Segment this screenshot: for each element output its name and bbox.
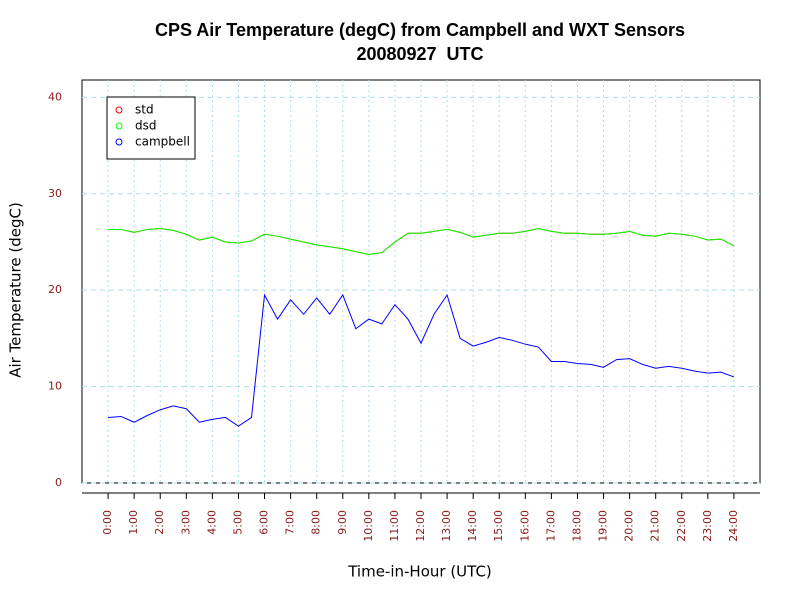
x-tick-label: 5:00: [231, 510, 244, 535]
y-tick-label: 0: [55, 476, 62, 489]
x-tick-label: 0:00: [101, 510, 114, 535]
legend-marker: [115, 106, 123, 114]
x-tick-label: 10:00: [362, 510, 375, 542]
x-tick-label: 14:00: [466, 510, 479, 542]
legend-label: dsd: [135, 119, 157, 133]
chart-subtitle: 20080927 UTC: [356, 44, 483, 64]
y-axis-label: Air Temperature (degC): [7, 202, 25, 378]
series-line: [108, 227, 735, 256]
y-tick-label: 40: [48, 90, 62, 103]
x-tick-label: 23:00: [701, 510, 714, 542]
x-tick-label: 8:00: [310, 510, 323, 535]
x-axis-label: Time-in-Hour (UTC): [347, 563, 492, 581]
x-tick-label: 1:00: [127, 510, 140, 535]
x-tick-label: 24:00: [727, 510, 740, 542]
y-tick-label: 10: [48, 380, 62, 393]
x-tick-label: 13:00: [440, 510, 453, 542]
x-tick-label: 11:00: [388, 510, 401, 542]
x-tick-label: 19:00: [597, 510, 610, 542]
x-tick-label: 2:00: [153, 510, 166, 535]
x-tick-label: 3:00: [179, 510, 192, 535]
x-tick-label: 18:00: [570, 510, 583, 542]
x-tick-label: 22:00: [675, 510, 688, 542]
x-tick-label: 15:00: [492, 510, 505, 542]
x-tick-label: 20:00: [623, 510, 636, 542]
y-tick-label: 20: [48, 283, 62, 296]
x-tick-label: 6:00: [258, 510, 271, 535]
legend-marker: [115, 122, 123, 130]
x-tick-label: 21:00: [649, 510, 662, 542]
x-tick-label: 12:00: [414, 510, 427, 542]
x-tick-label: 7:00: [284, 510, 297, 535]
y-tick-label: 30: [48, 187, 62, 200]
x-tick-label: 16:00: [518, 510, 531, 542]
series-line: [108, 293, 735, 427]
legend-label: campbell: [135, 135, 190, 149]
x-tick-label: 17:00: [544, 510, 557, 542]
legend-marker: [115, 138, 123, 146]
legend-label: std: [135, 103, 154, 117]
x-tick-label: 4:00: [205, 510, 218, 535]
x-tick-label: 9:00: [336, 510, 349, 535]
chart-title: CPS Air Temperature (degC) from Campbell…: [155, 20, 685, 40]
